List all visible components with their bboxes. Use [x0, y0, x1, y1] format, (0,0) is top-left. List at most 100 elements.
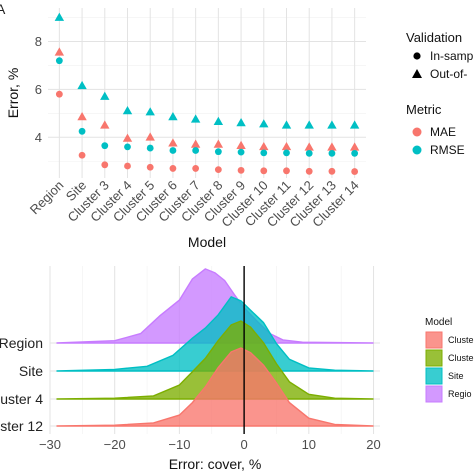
data-point — [124, 162, 131, 170]
data-point — [283, 167, 290, 175]
y-tick-label: Region — [0, 335, 43, 351]
data-point — [304, 120, 314, 129]
data-point — [169, 165, 177, 172]
data-point — [283, 149, 290, 157]
data-point — [349, 142, 360, 151]
data-point — [146, 144, 154, 152]
data-point — [55, 90, 63, 98]
data-point — [214, 148, 222, 156]
legend-label: Regio — [448, 389, 472, 399]
x-axis-title: Model — [188, 234, 226, 250]
data-point — [237, 148, 245, 156]
x-tick-label: 10 — [302, 437, 316, 452]
data-point — [192, 165, 200, 172]
x-tick-label: 0 — [241, 437, 248, 452]
legend-key — [412, 145, 422, 155]
y-tick-label: 6 — [35, 82, 42, 97]
data-point — [260, 149, 268, 157]
data-point — [55, 57, 63, 65]
panel-label: A — [0, 1, 6, 17]
x-tick-label: 20 — [366, 437, 380, 452]
legend-label: Out-of- — [430, 67, 467, 81]
data-point — [328, 167, 336, 175]
x-tick-label: Region — [27, 178, 67, 218]
data-point — [213, 116, 224, 126]
legend-label: RMSE — [430, 143, 465, 157]
legend-key — [425, 331, 443, 349]
data-point — [259, 141, 269, 151]
data-point — [281, 120, 292, 129]
data-point — [327, 142, 337, 151]
data-point — [77, 112, 87, 121]
data-point — [78, 127, 86, 135]
data-point — [260, 167, 268, 175]
x-axis-title: Error: cover, % — [169, 456, 262, 472]
legend-title: Validation — [406, 30, 462, 45]
y-tick-label: luster 12 — [0, 418, 43, 434]
data-point — [169, 147, 177, 154]
data-point — [190, 114, 201, 123]
data-point — [101, 142, 109, 150]
density-ridge — [56, 347, 374, 427]
data-point — [54, 47, 65, 56]
data-point — [305, 167, 313, 175]
legend-label: Cluste — [448, 335, 474, 345]
y-tick-label: 8 — [35, 34, 42, 49]
legend-label: MAE — [430, 125, 456, 139]
legend-label: Site — [448, 371, 464, 381]
data-point — [100, 120, 110, 129]
data-point — [214, 166, 222, 174]
data-point — [237, 166, 245, 174]
data-point — [190, 139, 201, 148]
legend-key — [412, 69, 422, 78]
data-point — [77, 80, 87, 90]
data-point — [281, 141, 292, 151]
x-tick-label: −10 — [168, 437, 190, 452]
data-point — [192, 147, 200, 154]
data-point — [328, 149, 336, 157]
data-point — [213, 139, 224, 148]
data-point — [124, 143, 131, 151]
legend-key — [412, 127, 422, 137]
legend-title: Metric — [406, 102, 442, 117]
data-point — [146, 163, 154, 171]
data-point — [54, 12, 65, 21]
data-point — [101, 161, 109, 169]
density-ridge — [56, 268, 374, 344]
y-axis-title: Error, % — [5, 68, 21, 119]
y-tick-label: luster 4 — [0, 391, 43, 407]
legend-label: Cluste — [448, 353, 474, 363]
legend-title: Model — [425, 317, 452, 328]
x-tick-label: −30 — [39, 437, 61, 452]
data-point — [351, 168, 359, 175]
data-point — [327, 120, 337, 129]
density-ridge — [56, 320, 374, 400]
plot-area — [48, 8, 366, 178]
data-point — [168, 138, 178, 147]
data-point — [305, 149, 313, 157]
data-point — [236, 118, 246, 127]
data-point — [122, 133, 133, 142]
data-point — [259, 119, 269, 128]
data-point — [168, 112, 178, 121]
data-point — [351, 149, 359, 157]
legend-key — [425, 385, 443, 403]
y-tick-label: 4 — [35, 130, 42, 145]
y-tick-label: Site — [19, 363, 43, 379]
density-ridge — [56, 296, 374, 372]
data-point — [236, 140, 246, 149]
legend-key — [425, 349, 443, 367]
data-point — [145, 132, 155, 141]
x-tick-label: −20 — [104, 437, 126, 452]
legend-key — [413, 52, 421, 60]
data-point — [304, 142, 314, 151]
data-point — [145, 107, 155, 116]
data-point — [100, 91, 110, 100]
legend-label: In-samp — [430, 49, 474, 63]
bottom-panel: −30 −20 −10 0 10 20 Region Site luster 4 luster 1… — [0, 266, 474, 472]
data-point — [78, 151, 86, 159]
data-point — [349, 120, 360, 129]
legend-key — [425, 367, 443, 385]
